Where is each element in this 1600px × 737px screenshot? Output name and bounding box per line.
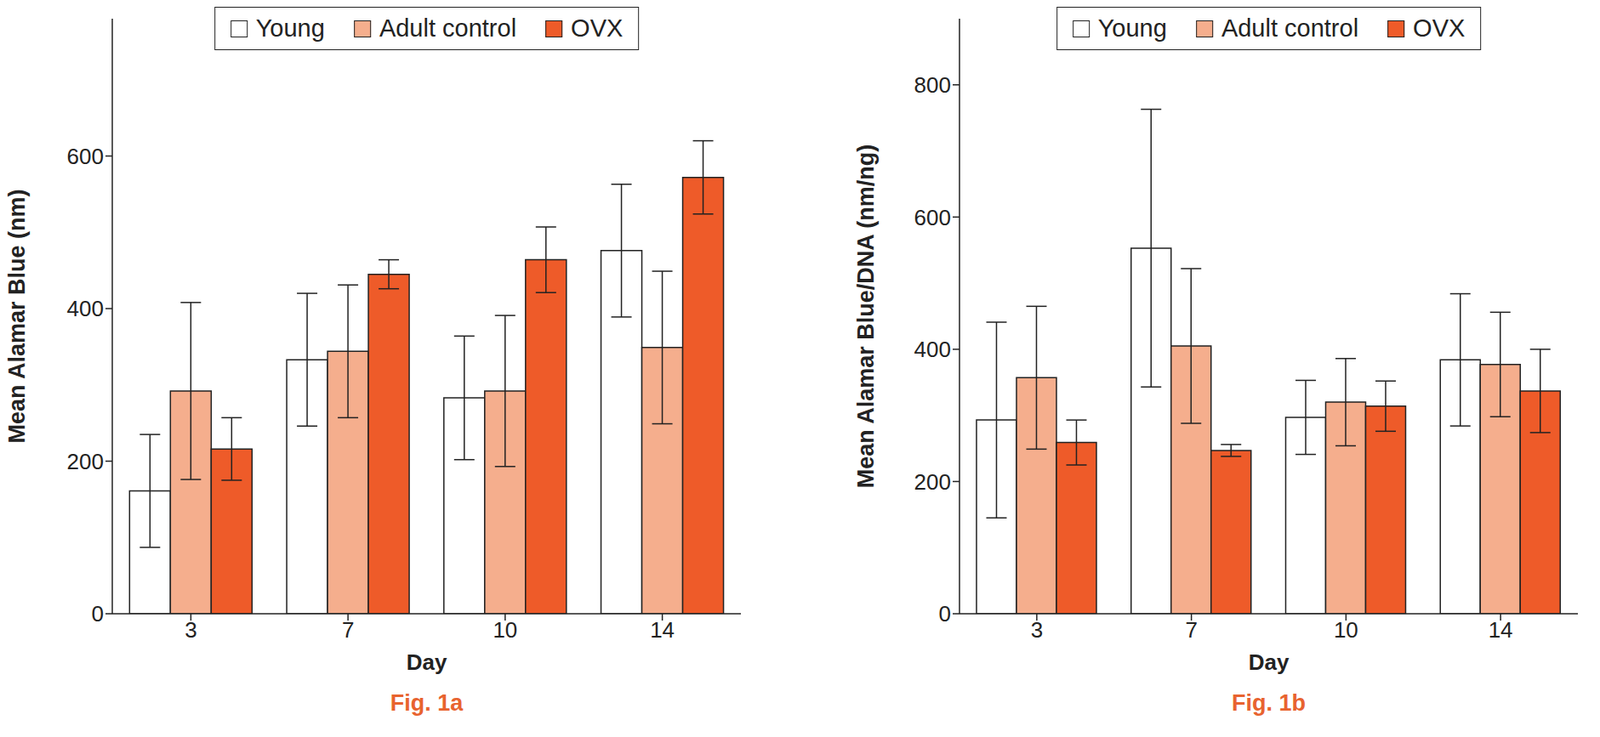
svg-text:7: 7 [341, 617, 354, 644]
svg-text:Day: Day [1248, 649, 1290, 676]
svg-text:10: 10 [1333, 617, 1359, 644]
html-text:Adult control: Adult control [379, 14, 517, 42]
html-text:Fig. 1b: Fig. 1b [1231, 690, 1306, 717]
html-text:OVX: OVX [570, 14, 623, 42]
svg-text:800: 800 [914, 72, 951, 98]
svg-text:0: 0 [91, 601, 104, 627]
html-text:OVX: OVX [1412, 14, 1466, 42]
svg-text:200: 200 [67, 449, 104, 475]
html-text:Fig. 1a: Fig. 1a [390, 690, 463, 717]
html-text:Adult control: Adult control [1221, 14, 1359, 42]
svg-text:400: 400 [67, 296, 104, 322]
svg-text:400: 400 [914, 336, 951, 363]
svg-text:0: 0 [939, 601, 951, 627]
svg-text:600: 600 [67, 143, 104, 170]
svg-text:Mean Alamar Blue/DNA (nm/ng): Mean Alamar Blue/DNA (nm/ng) [853, 144, 879, 490]
svg-text:7: 7 [1184, 617, 1197, 644]
svg-text:Mean Alamar Blue (nm): Mean Alamar Blue (nm) [6, 188, 30, 444]
svg-text:3: 3 [184, 617, 197, 644]
html-text:Young: Young [1097, 14, 1167, 42]
svg-text:200: 200 [914, 469, 951, 496]
svg-text:14: 14 [1488, 617, 1514, 644]
svg-text:Day: Day [406, 649, 448, 676]
svg-text:600: 600 [914, 204, 951, 231]
html-text:Young: Young [255, 14, 325, 42]
svg-text:3: 3 [1030, 617, 1043, 644]
svg-text:14: 14 [649, 617, 675, 644]
svg-text:10: 10 [492, 617, 518, 644]
